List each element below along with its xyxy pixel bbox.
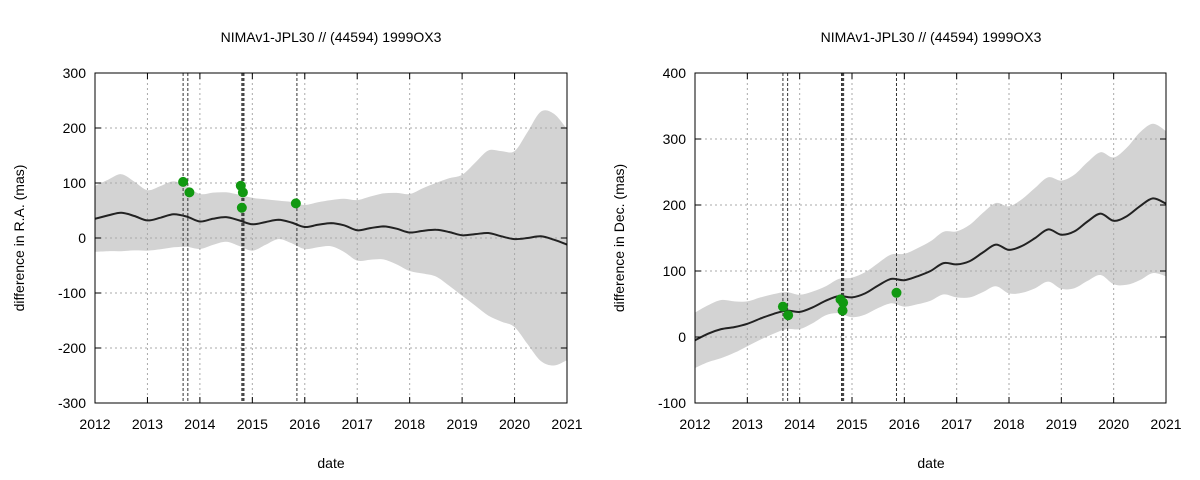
observation-point (178, 176, 189, 187)
x-tick-label: 2019 (447, 416, 478, 432)
x-tick-label: 2017 (941, 416, 972, 432)
y-tick-label: 400 (663, 65, 687, 81)
x-tick-label: 2013 (732, 416, 763, 432)
y-axis-label: difference in R.A. (mas) (11, 165, 27, 312)
plot-area: -100 0 100 200 300 400 2012 2013 2014 2015 2016 201… (658, 65, 1182, 432)
y-tick-label: 0 (78, 230, 86, 246)
y-tick-label: -100 (658, 395, 686, 411)
y-tick-label: -200 (58, 340, 86, 356)
y-tick-label: 0 (678, 329, 686, 345)
x-tick-label: 2013 (132, 416, 163, 432)
x-tick-label: 2021 (1150, 416, 1181, 432)
y-tick-label: 300 (63, 65, 87, 81)
plot-area: -300 -200 -100 0 100 200 300 2012 2013 2014 2015 20… (58, 65, 583, 432)
x-tick-label: 2016 (889, 416, 920, 432)
x-axis-label: date (317, 455, 344, 471)
y-tick-label: 100 (63, 175, 87, 191)
x-tick-label: 2014 (184, 416, 215, 432)
observation-point (837, 305, 848, 316)
chart-title: NIMAv1-JPL30 // (44594) 1999OX3 (221, 29, 442, 45)
observation-point (838, 297, 849, 308)
x-axis-label: date (917, 455, 944, 471)
x-tick-label: 2016 (289, 416, 320, 432)
x-tick-label: 2019 (1046, 416, 1077, 432)
x-tick-label: 2015 (836, 416, 867, 432)
series-line (695, 197, 1166, 342)
observation-point (783, 310, 794, 321)
y-axis-label: difference in Dec. (mas) (611, 164, 627, 312)
x-tick-label: 2012 (79, 416, 110, 432)
y-tick-label: -100 (58, 285, 86, 301)
x-tick-label: 2021 (551, 416, 582, 432)
y-tick-label: -300 (58, 395, 86, 411)
plot-frame (694, 72, 1167, 404)
series-line (95, 211, 567, 246)
y-tick-label: 200 (63, 120, 87, 136)
y-tick-label: 200 (663, 197, 687, 213)
observation-point (777, 301, 788, 312)
x-tick-label: 2020 (1098, 416, 1129, 432)
observation-point (290, 198, 301, 209)
y-tick-label: 300 (663, 131, 687, 147)
x-tick-label: 2018 (394, 416, 425, 432)
x-tick-label: 2012 (679, 416, 710, 432)
x-tick-label: 2020 (499, 416, 530, 432)
x-tick-label: 2018 (993, 416, 1024, 432)
x-tick-label: 2014 (784, 416, 815, 432)
observation-point (891, 287, 902, 298)
chart-title: NIMAv1-JPL30 // (44594) 1999OX3 (821, 29, 1042, 45)
y-tick-label: 100 (663, 263, 687, 279)
observation-point (184, 187, 195, 198)
x-tick-label: 2015 (237, 416, 268, 432)
uncertainty-band (695, 123, 1166, 369)
observation-point (236, 202, 247, 213)
x-tick-label: 2017 (342, 416, 373, 432)
observation-point (237, 187, 248, 198)
